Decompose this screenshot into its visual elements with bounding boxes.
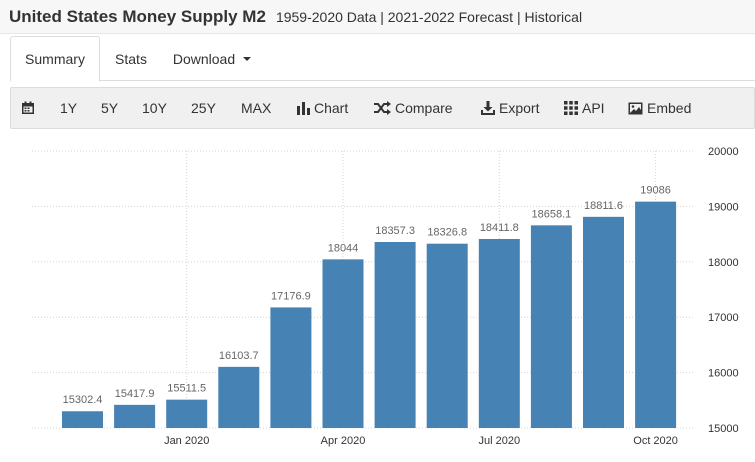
tab-download[interactable]: Download [164, 36, 260, 81]
bar-value-label: 18357.3 [375, 225, 415, 237]
bar-value-label: 19086 [640, 185, 671, 197]
bar-value-label: 18326.8 [427, 227, 467, 239]
tab-stats[interactable]: Stats [102, 36, 160, 81]
title-bar: United States Money Supply M2 1959-2020 … [0, 0, 755, 34]
bar-value-label: 15302.4 [63, 394, 103, 406]
tab-summary[interactable]: Summary [10, 36, 100, 82]
download-icon [481, 101, 495, 115]
chart-button[interactable]: Chart [297, 88, 348, 128]
bar[interactable] [635, 201, 677, 428]
image-icon [628, 102, 643, 114]
bar-layer [62, 201, 677, 428]
range-1y-button[interactable]: 1Y [60, 100, 78, 116]
x-tick-label: Jul 2020 [479, 435, 521, 447]
range-max-button[interactable]: MAX [241, 100, 272, 116]
bar[interactable] [218, 366, 260, 428]
bar[interactable] [62, 411, 103, 428]
bar[interactable] [322, 259, 364, 428]
page-title: United States Money Supply M2 [9, 6, 266, 26]
bar-value-label: 16103.7 [219, 350, 259, 362]
calendar-icon [22, 101, 34, 114]
grid-icon [564, 101, 578, 115]
bar[interactable] [166, 399, 208, 428]
compare-button-label: Compare [395, 100, 453, 116]
x-tick-label: Apr 2020 [321, 435, 366, 447]
tab-download-label: Download [172, 50, 236, 67]
x-tick-label: Oct 2020 [633, 435, 678, 447]
page-subtitle: 1959-2020 Data | 2021-2022 Forecast | Hi… [275, 8, 583, 25]
embed-button-label: Embed [647, 100, 692, 116]
tab-stats-label: Stats [115, 50, 147, 67]
caret-down-icon [243, 56, 252, 61]
bar-chart-icon [297, 102, 310, 115]
range-5y-button[interactable]: 5Y [101, 100, 119, 116]
y-tick-label: 16000 [708, 368, 739, 380]
bar[interactable] [530, 225, 572, 428]
bar[interactable] [583, 216, 624, 428]
bar[interactable] [114, 404, 156, 428]
bar[interactable] [426, 243, 468, 428]
x-tick-label: Jan 2020 [164, 435, 209, 447]
api-button[interactable]: API [564, 88, 605, 128]
y-tick-label: 19000 [708, 201, 739, 213]
compare-button[interactable]: Compare [373, 88, 453, 128]
bar-value-label: 18658.1 [532, 208, 572, 220]
toolbar: 1Y 5Y 10Y 25Y MAX Chart Compare Export A… [10, 87, 755, 129]
chart-area: 15000 16000 17000 18000 19000 20000 Jan 2020 Ap… [0, 130, 755, 462]
y-tick-label: 15000 [708, 423, 739, 435]
range-25y-button[interactable]: 25Y [191, 100, 216, 116]
shuffle-icon [374, 101, 391, 115]
tab-summary-label: Summary [25, 51, 85, 67]
export-button-label: Export [499, 100, 540, 116]
y-tick-label: 18000 [708, 257, 739, 269]
bar-value-label: 18811.6 [584, 200, 623, 212]
embed-button[interactable]: Embed [628, 88, 691, 128]
bar-value-label: 15511.5 [167, 383, 206, 395]
y-tick-label: 20000 [708, 146, 739, 158]
bar[interactable] [478, 238, 520, 428]
range-10y-button[interactable]: 10Y [142, 100, 167, 116]
bar[interactable] [374, 242, 416, 428]
bar-value-label: 18044 [328, 242, 359, 254]
bar-value-label: 17176.9 [271, 290, 311, 302]
calendar-button[interactable] [21, 88, 39, 128]
chart-button-label: Chart [314, 100, 349, 116]
api-button-label: API [582, 100, 605, 116]
export-button[interactable]: Export [481, 88, 539, 128]
bar-value-label: 15417.9 [115, 388, 155, 400]
y-tick-label: 17000 [708, 312, 739, 324]
bar[interactable] [270, 307, 312, 428]
bar-value-label: 18411.8 [480, 222, 519, 234]
label-layer: 15000 16000 17000 18000 19000 20000 Jan 2020 Ap… [63, 146, 739, 447]
bar-chart: 15000 16000 17000 18000 19000 20000 Jan 2020 Ap… [32, 146, 739, 447]
tab-bar: Summary Stats Download [10, 36, 755, 82]
